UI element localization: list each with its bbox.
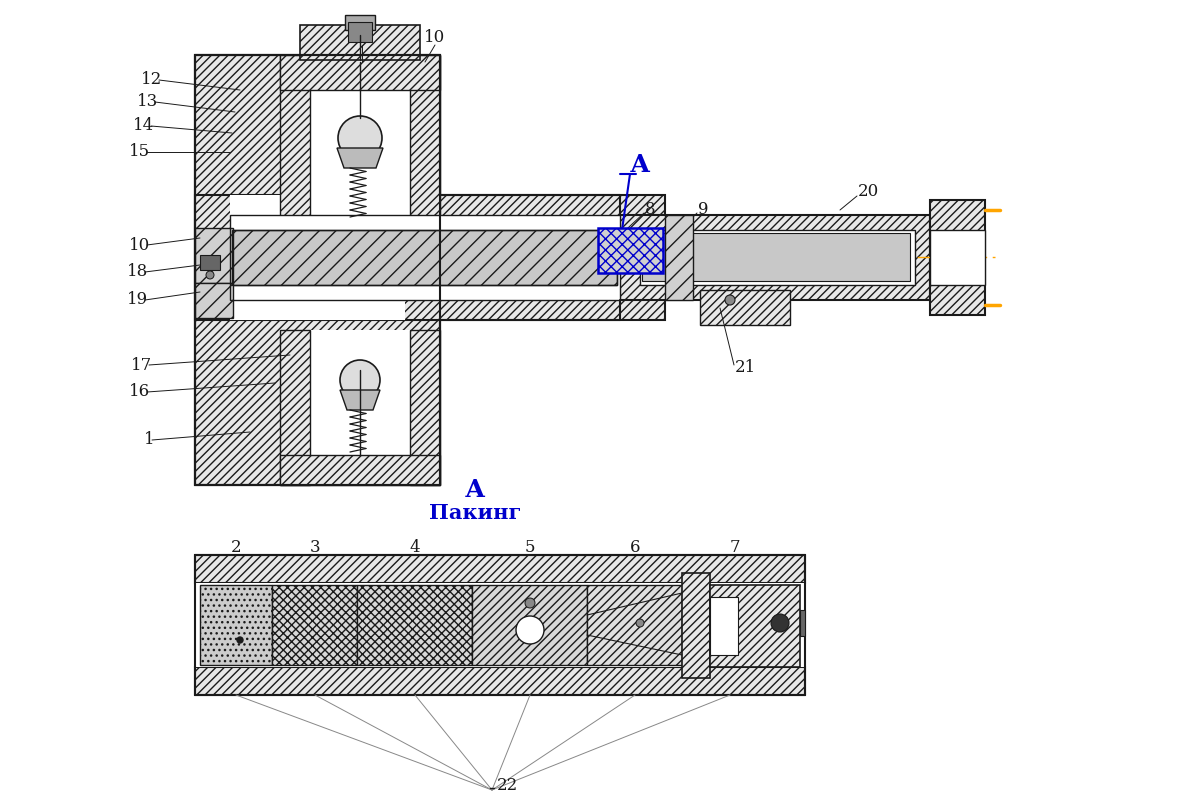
Bar [472,585,587,665]
Text: 19: 19 [127,291,148,309]
Polygon shape [340,390,380,410]
Polygon shape [337,148,383,168]
Circle shape [636,619,644,627]
Bar [358,585,472,665]
Bar [194,55,440,485]
Bar [280,330,310,485]
Bar [232,230,617,285]
Text: 14: 14 [133,118,154,134]
Bar [194,228,233,283]
Bar [280,55,440,90]
Bar [710,597,738,655]
Text: 13: 13 [137,94,158,110]
Text: 4: 4 [409,539,420,557]
Text: 9: 9 [698,202,708,218]
Circle shape [338,116,382,160]
Bar [232,230,617,285]
Text: 7: 7 [730,539,740,557]
Text: А: А [630,153,650,177]
Bar [710,585,800,667]
Text: 12: 12 [140,71,162,89]
Bar [348,22,372,42]
Bar [272,585,358,665]
Bar [230,215,620,300]
Bar [280,55,310,230]
Bar [194,583,805,667]
Circle shape [206,271,214,279]
Bar [640,230,916,285]
Circle shape [526,598,535,608]
Bar [280,330,440,485]
Bar [300,25,420,60]
Bar [800,610,805,636]
Bar [194,283,233,318]
Bar [598,228,662,273]
Bar [642,233,910,281]
Text: Пакинг: Пакинг [428,503,521,523]
Bar [230,215,620,300]
Circle shape [725,295,734,305]
Bar [200,255,220,270]
Text: 5: 5 [524,539,535,557]
Text: А: А [464,478,485,502]
Bar [410,330,440,485]
Text: 1: 1 [144,431,155,449]
Bar [280,55,440,230]
Text: 16: 16 [128,383,150,401]
Text: 17: 17 [131,357,152,374]
Text: 21: 21 [734,359,756,377]
Bar [930,230,985,285]
Circle shape [516,616,544,644]
Text: 22: 22 [497,777,517,794]
Bar [230,195,406,320]
Bar [200,585,272,665]
Circle shape [772,614,790,632]
Text: 11: 11 [352,30,373,46]
Text: 6: 6 [630,539,641,557]
Bar [410,55,440,230]
Circle shape [340,360,380,400]
Text: 18: 18 [127,263,148,281]
Bar [682,573,710,678]
Text: 15: 15 [128,143,150,161]
Text: 20: 20 [858,183,880,201]
Bar [194,55,440,485]
Bar [194,667,805,695]
Text: 8: 8 [646,202,655,218]
Text: 10: 10 [128,237,150,254]
Bar [620,215,930,300]
Bar [700,290,790,325]
Text: 2: 2 [230,539,241,557]
Bar [194,555,805,583]
Bar [280,455,440,485]
Bar [665,215,694,300]
Bar [930,200,985,315]
Bar [194,195,665,320]
Bar [587,585,682,665]
Bar [346,15,374,30]
Text: 10: 10 [425,30,445,46]
Text: 3: 3 [310,539,320,557]
Circle shape [238,637,242,643]
